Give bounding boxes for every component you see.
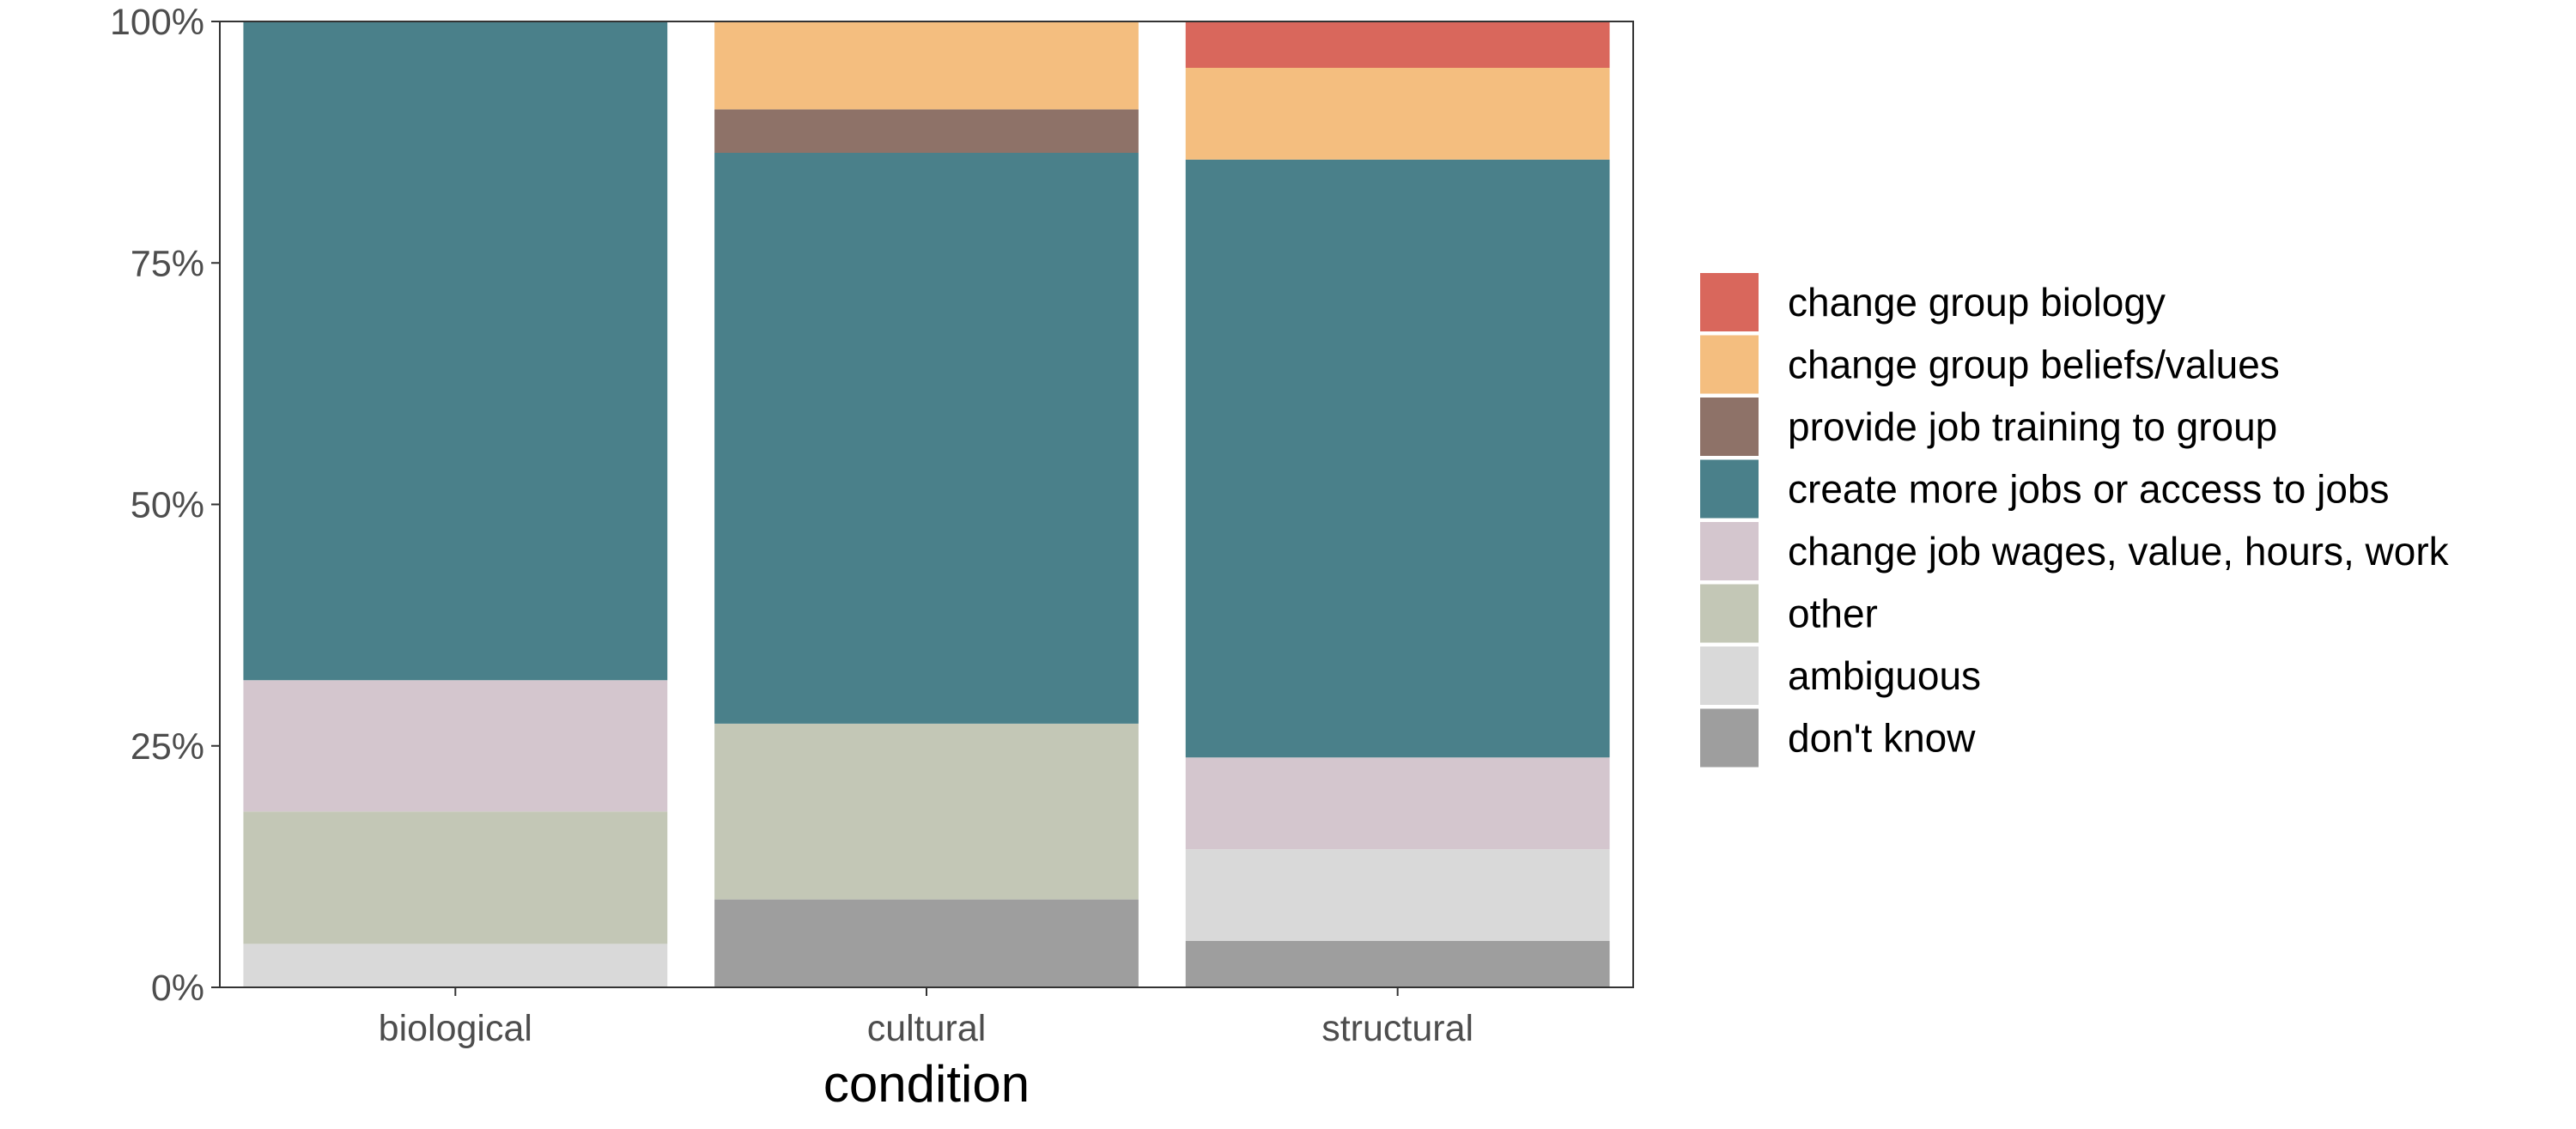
legend-swatch	[1700, 522, 1759, 580]
legend-label: don't know	[1788, 716, 1976, 761]
legend-swatch	[1700, 398, 1759, 456]
legend-item-change-group-biology: change group biology	[1700, 273, 2166, 331]
legend-item-change-group-beliefs-values: change group beliefs/values	[1700, 335, 2280, 394]
bar-segment-biological-ambiguous	[243, 944, 668, 987]
bar-segment-structural-don-t-know	[1185, 941, 1610, 987]
x-tick-label: cultural	[867, 1008, 987, 1049]
bar-segment-structural-change-job-wages-value-hours-work	[1185, 757, 1610, 850]
legend-swatch	[1700, 459, 1759, 519]
bar-segment-structural-create-more-jobs-or-access-to-jobs	[1185, 159, 1610, 758]
legend-item-create-more-jobs-or-access-to-jobs: create more jobs or access to jobs	[1700, 459, 2390, 519]
legend-item-don-t-know: don't know	[1700, 708, 1976, 768]
legend-label: other	[1788, 592, 1878, 636]
y-tick-label: 25%	[131, 726, 204, 768]
bar-segment-cultural-create-more-jobs-or-access-to-jobs	[714, 153, 1139, 724]
bar-segment-biological-change-job-wages-value-hours-work	[243, 680, 668, 812]
legend-item-ambiguous: ambiguous	[1700, 646, 1981, 705]
y-tick-label: 100%	[110, 2, 204, 43]
legend-swatch	[1700, 335, 1759, 394]
legend-label: change job wages, value, hours, work	[1788, 529, 2450, 574]
legend-swatch	[1700, 646, 1759, 705]
bar-group-biological	[243, 21, 668, 987]
bar-segment-cultural-change-group-beliefs-values	[714, 21, 1139, 110]
legend-item-other: other	[1700, 584, 1878, 643]
y-tick-label: 0%	[151, 968, 204, 1009]
x-tick-label: structural	[1321, 1008, 1473, 1049]
legend: change group biology change group beliefs…	[1700, 273, 2450, 768]
bar-segment-structural-ambiguous	[1185, 849, 1610, 941]
legend-label: change group biology	[1788, 280, 2166, 325]
x-tick-label: biological	[379, 1008, 532, 1049]
y-axis: 0% 25% 50% 75% 100%	[110, 2, 220, 1009]
bar-segment-biological-create-more-jobs-or-access-to-jobs	[243, 21, 668, 681]
bars-layer	[243, 21, 1610, 987]
bar-segment-cultural-provide-job-training-to-group	[714, 109, 1139, 153]
bar-segment-cultural-other	[714, 723, 1139, 900]
legend-item-change-job-wages-value-hours-work: change job wages, value, hours, work	[1700, 522, 2450, 580]
legend-item-provide-job-training-to-group: provide job training to group	[1700, 398, 2277, 456]
legend-label: ambiguous	[1788, 653, 1981, 698]
bar-segment-biological-other	[243, 811, 668, 944]
bar-group-cultural	[714, 21, 1139, 987]
legend-swatch	[1700, 708, 1759, 768]
y-tick-label: 50%	[131, 485, 204, 526]
x-axis-title: condition	[823, 1055, 1030, 1113]
y-tick-label: 75%	[131, 243, 204, 284]
legend-swatch	[1700, 273, 1759, 331]
legend-label: create more jobs or access to jobs	[1788, 467, 2390, 512]
bar-segment-structural-change-group-beliefs-values	[1185, 68, 1610, 160]
bar-segment-structural-change-group-biology	[1185, 21, 1610, 68]
legend-label: provide job training to group	[1788, 404, 2277, 449]
bar-group-structural	[1185, 21, 1610, 987]
x-axis: biological cultural structural	[379, 987, 1473, 1049]
legend-label: change group beliefs/values	[1788, 343, 2280, 387]
bar-segment-cultural-don-t-know	[714, 899, 1139, 987]
legend-swatch	[1700, 584, 1759, 643]
